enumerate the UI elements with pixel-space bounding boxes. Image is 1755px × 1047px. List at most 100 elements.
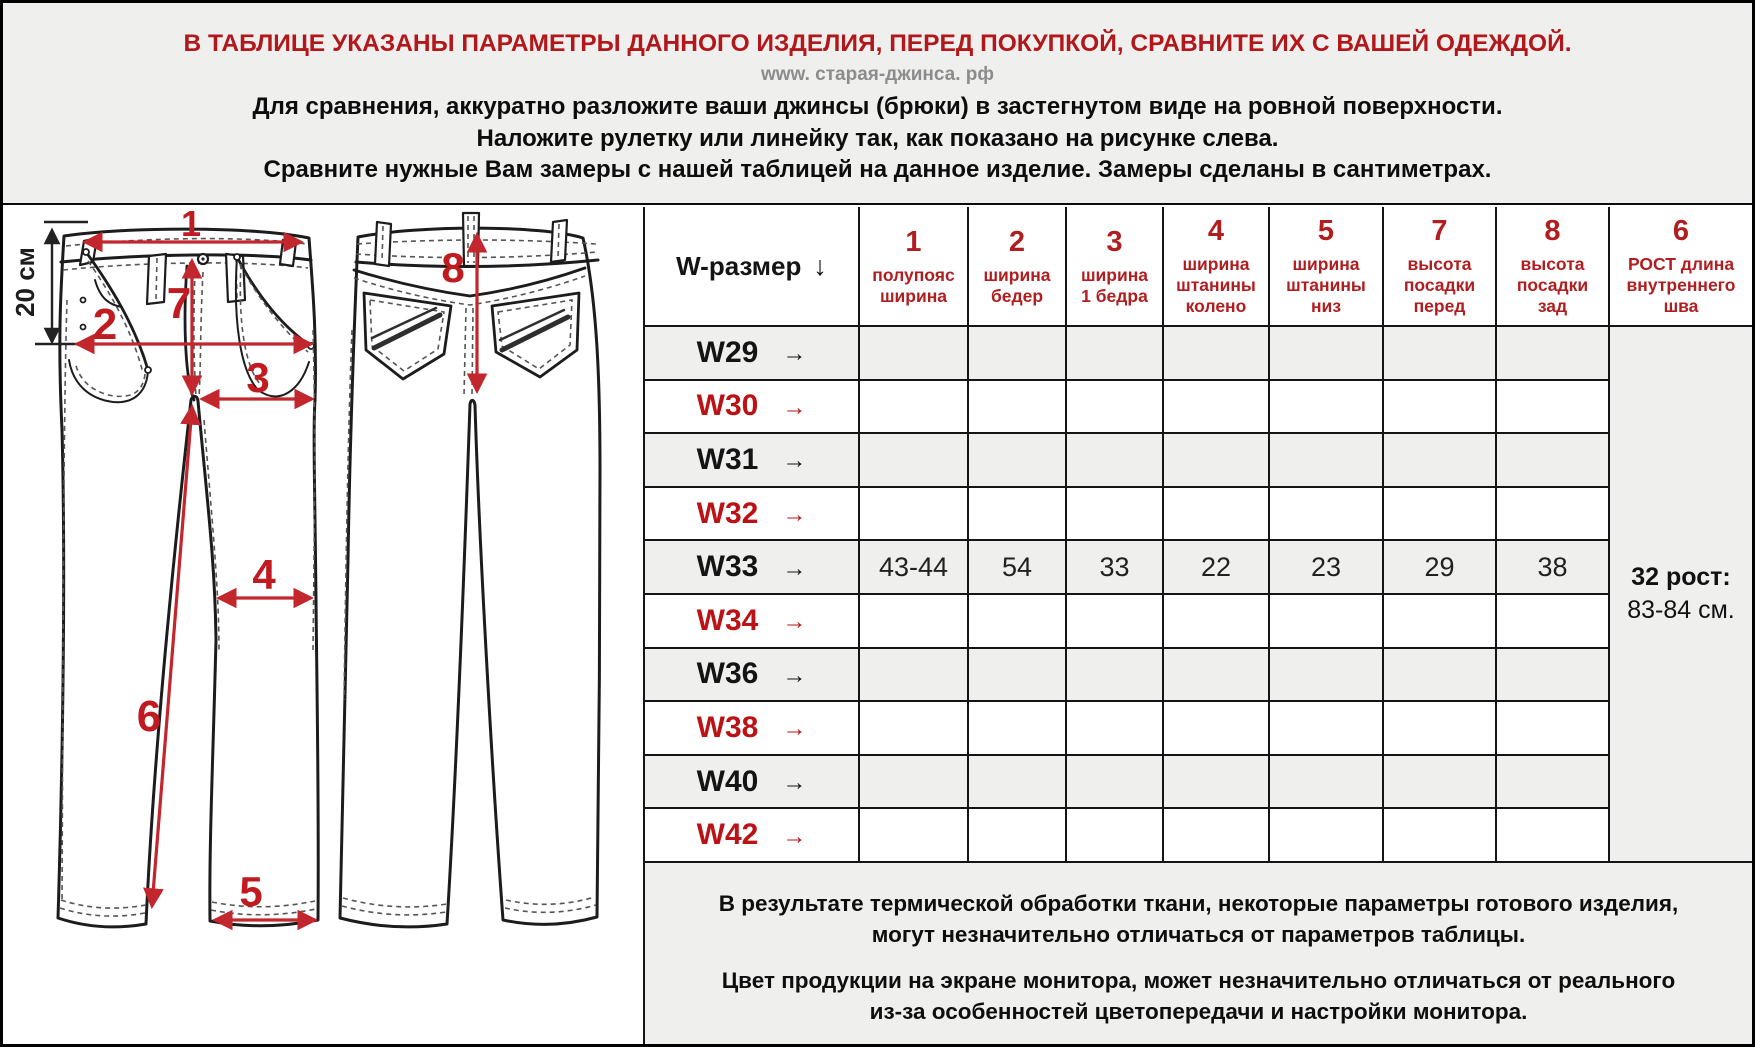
value-cell: 22 <box>1164 541 1270 595</box>
value-cell <box>1164 755 1270 810</box>
value-cell <box>1384 809 1497 863</box>
value-cell <box>1067 487 1164 542</box>
size-table: W-размер ↓ 1 полупояс ширина 2 ширина бедер … <box>643 207 1752 1044</box>
value-cell: 43-44 <box>860 541 969 595</box>
value-cell: 54 <box>969 541 1067 595</box>
value-cell <box>1270 755 1384 810</box>
value-cell <box>860 380 969 435</box>
jeans-back-drawing <box>338 211 602 929</box>
value-cell <box>860 755 969 810</box>
value-cell <box>1067 648 1164 703</box>
size-label-cell: W36 → <box>645 648 860 703</box>
right-arrow-icon: → <box>782 661 807 689</box>
value-cell <box>1270 327 1384 381</box>
jeans-measurement-diagram: 20 см 1 7 2 3 4 5 6 8 <box>3 203 643 1044</box>
value-cell <box>1270 380 1384 435</box>
column-header-3: 3 ширина 1 бедра <box>1067 207 1164 327</box>
footnote-line: Цвет продукции на экране монитора, может… <box>721 967 1676 993</box>
value-cell <box>1497 434 1610 488</box>
value-cell <box>1067 809 1164 863</box>
value-cell <box>1164 648 1270 703</box>
value-cell <box>1067 327 1164 381</box>
value-cell <box>860 702 969 756</box>
measure-label-7: 7 <box>167 279 191 328</box>
value-cell <box>1270 809 1384 863</box>
value-cell <box>1164 487 1270 542</box>
value-cell <box>860 648 969 703</box>
right-arrow-icon: → <box>782 340 807 368</box>
column-header-5: 5 ширина штанины низ <box>1270 207 1384 327</box>
measure-arrow-6 <box>143 403 201 910</box>
value-cell <box>1164 327 1270 381</box>
value-cell <box>1497 702 1610 756</box>
value-cell <box>860 809 969 863</box>
inseam-note-value: 83-84 см. <box>1627 595 1735 624</box>
value-cell <box>969 702 1067 756</box>
measure-label-8: 8 <box>441 244 464 291</box>
right-arrow-icon: → <box>782 715 807 743</box>
measure-label-1: 1 <box>181 207 201 244</box>
value-cell <box>1270 594 1384 649</box>
value-cell <box>969 327 1067 381</box>
value-cell <box>1384 487 1497 542</box>
jeans-diagram-svg: 20 см 1 7 2 3 4 5 6 8 <box>10 203 602 931</box>
right-arrow-icon: → <box>782 769 807 797</box>
value-cell <box>1497 809 1610 863</box>
value-cell <box>1164 380 1270 435</box>
value-cell <box>1497 594 1610 649</box>
right-arrow-icon: → <box>782 554 807 582</box>
instruction-line-2: Наложите рулетку или линейку так, как по… <box>476 124 1279 152</box>
size-label-cell: W31 → <box>645 434 860 488</box>
inseam-note-cell: 32 рост: 83-84 см. <box>1610 327 1752 863</box>
value-cell <box>969 594 1067 649</box>
value-cell <box>1067 755 1164 810</box>
measure-label-2: 2 <box>93 300 117 349</box>
value-cell <box>1497 380 1610 435</box>
value-cell <box>860 487 969 542</box>
size-label-cell: W33 → <box>645 541 860 595</box>
column-header-6: 6 РОСТ длина внутреннего шва <box>1610 207 1752 327</box>
size-label-cell: W29 → <box>645 327 860 381</box>
size-column-header: W-размер ↓ <box>645 207 860 327</box>
value-cell <box>860 327 969 381</box>
value-cell <box>1164 702 1270 756</box>
instructions-panel: В ТАБЛИЦЕ УКАЗАНЫ ПАРАМЕТРЫ ДАННОГО ИЗДЕ… <box>3 3 1752 205</box>
measure-label-3: 3 <box>246 354 269 401</box>
measure-annotations: 20 см 1 7 2 3 4 5 6 8 <box>10 203 488 931</box>
measure-label-6: 6 <box>137 692 161 741</box>
value-cell <box>860 594 969 649</box>
column-header-4: 4 ширина штанины колено <box>1164 207 1270 327</box>
value-cell <box>1497 327 1610 381</box>
value-cell <box>1384 380 1497 435</box>
value-cell <box>969 434 1067 488</box>
value-cell <box>1270 434 1384 488</box>
size-label-cell: W42 → <box>645 809 860 863</box>
table-footnote: В результате термической обработки ткани… <box>645 862 1752 1044</box>
value-cell <box>1164 594 1270 649</box>
value-cell <box>1497 487 1610 542</box>
instruction-line-3: Сравните нужные Вам замеры с нашей табли… <box>263 156 1492 183</box>
inseam-note-bold: 32 рост: <box>1631 562 1731 591</box>
size-label-cell: W34 → <box>645 594 860 649</box>
value-cell <box>1270 648 1384 703</box>
measure-label-4: 4 <box>252 551 276 598</box>
size-label-cell: W30 → <box>645 380 860 435</box>
value-cell <box>1067 434 1164 488</box>
value-cell <box>1384 755 1497 810</box>
bracket-20cm-label: 20 см <box>10 247 40 317</box>
column-header-8: 8 высота посадки зад <box>1497 207 1610 327</box>
value-cell <box>1384 327 1497 381</box>
right-arrow-icon: → <box>782 447 807 475</box>
value-cell <box>1067 702 1164 756</box>
size-label-cell: W32 → <box>645 487 860 542</box>
value-cell <box>1067 594 1164 649</box>
footnote-line: В результате термической обработки ткани… <box>718 890 1679 916</box>
right-arrow-icon: → <box>782 501 807 529</box>
value-cell <box>860 434 969 488</box>
down-arrow-icon: ↓ <box>813 250 827 281</box>
value-cell <box>969 648 1067 703</box>
value-cell <box>1384 434 1497 488</box>
size-label-cell: W40 → <box>645 755 860 810</box>
value-cell: 33 <box>1067 541 1164 595</box>
